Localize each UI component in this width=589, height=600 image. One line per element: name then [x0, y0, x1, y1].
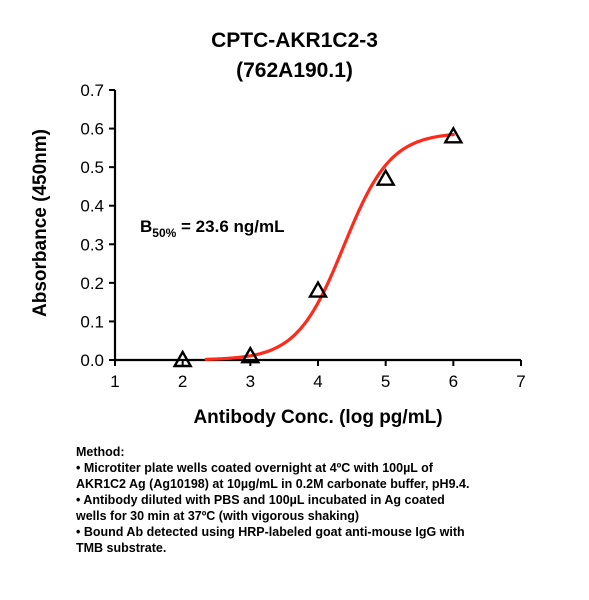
y-tick-label: 0.0 [80, 351, 104, 370]
chart-area: 1 2 3 4 5 6 7 0.0 0.1 0.2 0.3 0.4 0.5 0.6 0.7 Absorban… [30, 81, 526, 428]
x-tick-label: 7 [516, 372, 525, 391]
x-tick-label: 1 [110, 372, 119, 391]
methods-line: • Bound Ab detected using HRP-labeled go… [76, 525, 465, 539]
x-tick-label: 4 [313, 372, 322, 391]
b50-subscript: 50% [152, 226, 176, 240]
axes: 1 2 3 4 5 6 7 0.0 0.1 0.2 0.3 0.4 0.5 0.6 0.7 [80, 81, 525, 391]
x-axis-label: Antibody Conc. (log pg/mL) [193, 407, 442, 428]
methods-line: • Antibody diluted with PBS and 100µL in… [76, 493, 445, 507]
y-tick-label: 0.6 [80, 120, 104, 139]
b50-prefix: B [140, 217, 152, 236]
data-points [172, 125, 464, 368]
data-point-triangle [172, 349, 193, 368]
x-tick-label: 2 [178, 372, 187, 391]
x-tick-label: 3 [246, 372, 255, 391]
data-point-triangle [307, 280, 329, 298]
methods-line: • Microtiter plate wells coated overnigh… [76, 461, 433, 475]
fit-curve-group [204, 132, 455, 361]
data-point-triangle [240, 345, 261, 364]
methods-block: Method: • Microtiter plate wells coated … [76, 444, 576, 556]
data-point-triangle [375, 168, 396, 186]
y-tick-label: 0.1 [80, 312, 104, 331]
methods-line: AKR1C2 Ag (Ag10198) at 10µg/mL in 0.2M c… [76, 477, 470, 491]
y-tick-label: 0.4 [80, 197, 104, 216]
x-tick-label: 6 [449, 372, 458, 391]
b50-annotation: B50% = 23.6 ng/mL [140, 217, 285, 240]
y-tick-label: 0.3 [80, 235, 104, 254]
chart-subtitle: (762A190.1) [236, 59, 353, 82]
y-tick-label: 0.7 [80, 81, 104, 100]
fit-curve [204, 132, 455, 361]
data-point-triangle [443, 125, 464, 144]
methods-line: wells for 30 min at 37ºC (with vigorous … [76, 509, 360, 523]
x-tick-label: 5 [381, 372, 390, 391]
methods-heading: Method: [76, 445, 125, 459]
y-axis-label: Absorbance (450nm) [30, 129, 51, 317]
y-tick-label: 0.2 [80, 274, 104, 293]
chart-title: CPTC-AKR1C2-3 [211, 29, 378, 52]
methods-line: TMB substrate. [76, 541, 167, 555]
y-tick-label: 0.5 [80, 158, 104, 177]
b50-value: = 23.6 ng/mL [176, 217, 284, 236]
